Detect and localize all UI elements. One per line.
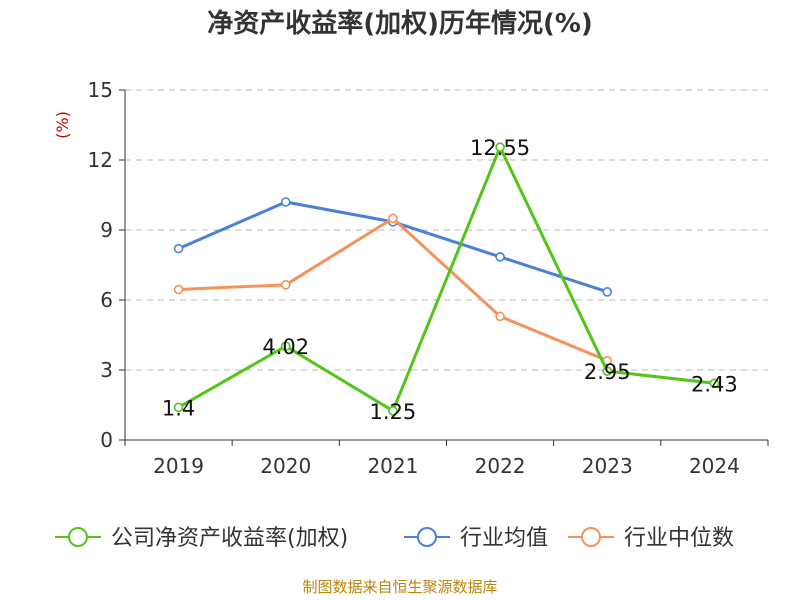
x-tick-label: 2020 bbox=[260, 454, 311, 478]
data-point bbox=[173, 243, 184, 254]
legend: 公司净资产收益率(加权) 行业均值 行业中位数 bbox=[55, 526, 734, 551]
grid-lines bbox=[125, 89, 768, 371]
legend-label: 公司净资产收益率(加权) bbox=[111, 526, 348, 551]
x-tick-label: 2021 bbox=[367, 454, 418, 478]
data-point bbox=[602, 366, 613, 376]
chart-title: 净资产收益率(加权)历年情况(%) bbox=[207, 8, 593, 39]
data-point bbox=[709, 378, 720, 389]
data-point bbox=[280, 280, 291, 290]
data-point bbox=[495, 311, 505, 322]
legend-marker bbox=[68, 527, 88, 547]
data-label: 4.02 bbox=[262, 335, 309, 359]
data-labels: 1.4 4.02 1.25 12.55 2.95 2.43 bbox=[162, 136, 738, 424]
data-point bbox=[280, 197, 291, 207]
data-point bbox=[173, 284, 184, 295]
data-label: 1.4 bbox=[162, 396, 195, 420]
y-tick-label: 9 bbox=[100, 218, 113, 242]
y-axis-label: (%) bbox=[53, 111, 72, 139]
data-point bbox=[388, 406, 398, 416]
data-point bbox=[280, 341, 291, 352]
data-point bbox=[602, 287, 613, 297]
y-tick-label: 0 bbox=[100, 428, 113, 452]
data-label: 12.55 bbox=[470, 136, 530, 160]
legend-marker bbox=[417, 527, 437, 547]
y-tick-label: 6 bbox=[100, 288, 113, 312]
data-point bbox=[495, 142, 505, 152]
x-tick-label: 2024 bbox=[689, 454, 740, 478]
data-label: 2.95 bbox=[584, 360, 631, 384]
source-note: 制图数据来自恒生聚源数据库 bbox=[302, 578, 497, 596]
data-point bbox=[495, 252, 505, 262]
legend-label: 行业中位数 bbox=[624, 526, 734, 551]
legend-label: 行业均值 bbox=[460, 526, 548, 551]
series-line bbox=[177, 145, 715, 413]
x-tick-label: 2022 bbox=[475, 454, 526, 478]
data-point bbox=[388, 213, 398, 224]
data-label: 1.25 bbox=[370, 400, 417, 424]
y-tick-label: 3 bbox=[100, 358, 113, 382]
series-lines bbox=[173, 142, 720, 416]
legend-marker bbox=[581, 527, 601, 547]
data-point bbox=[173, 402, 184, 413]
y-tick-label: 12 bbox=[88, 148, 113, 172]
y-tick-label: 15 bbox=[88, 78, 113, 102]
x-tick-label: 2023 bbox=[582, 454, 633, 478]
data-label: 2.43 bbox=[691, 372, 738, 396]
axes: 0 3 6 9 12 15 2019 2020 2021 2022 2023 2024 bbox=[88, 78, 769, 478]
x-tick-label: 2019 bbox=[153, 454, 204, 478]
